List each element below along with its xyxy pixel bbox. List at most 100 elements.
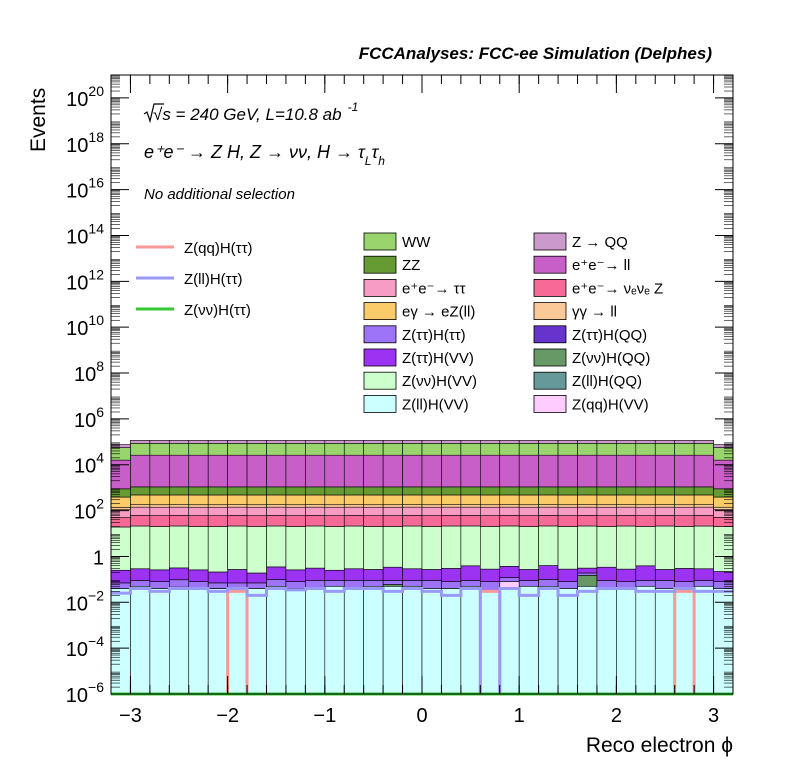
- stack-bar-ztt_htt-11: [325, 580, 344, 586]
- legend-bkg-label: Z(qq)H(VV): [572, 396, 649, 413]
- stack-bar-ztt_hvv-20: [500, 566, 519, 577]
- stack-bar-ee_ll-14: [383, 455, 402, 487]
- stack-bar-zll_hvv-26: [616, 588, 635, 694]
- stack-bar-zll_hvv-20: [500, 588, 519, 694]
- stack-bar-gg_ll-0: [111, 507, 130, 509]
- stack-bar-egamma_eZll-14: [383, 495, 402, 505]
- stack-bar-zz-7: [247, 487, 266, 495]
- stack-bar-egamma_eZll-25: [597, 495, 616, 505]
- stack-bar-zll_hvv-23: [558, 588, 577, 694]
- stack-bar-ee_ll-19: [480, 455, 499, 487]
- legend-bkg-label: Z(ll)H(QQ): [572, 373, 642, 390]
- stack-bar-ztt_htt-24: [578, 573, 597, 575]
- stack-bar-ee_ll-22: [539, 455, 558, 487]
- stack-bar-zvv_hvv-20: [500, 526, 519, 566]
- stack-bar-zz-25: [597, 487, 616, 495]
- stack-bar-z_qq-7: [247, 440, 266, 443]
- stack-bar-zvv_hvv-26: [616, 526, 635, 569]
- stack-bar-zll_hvv-17: [441, 588, 460, 694]
- stack-bar-ztt_hvv-6: [228, 569, 247, 582]
- stack-bar-z_qq-8: [267, 440, 286, 443]
- stack-bar-egamma_eZll-1: [130, 495, 149, 505]
- stack-bar-zll_hvv-21: [519, 586, 538, 694]
- stack-bar-ww-13: [364, 443, 383, 455]
- stack-bar-ee_ll-13: [364, 455, 383, 487]
- stack-bar-z_qq-4: [189, 440, 208, 443]
- stack-bar-zz-26: [616, 487, 635, 495]
- stack-bar-zll_hvv-13: [364, 586, 383, 694]
- stack-bar-ee_ll-28: [655, 455, 674, 487]
- stack-bar-gg_ll-20: [500, 505, 519, 507]
- stack-bar-ee_nunuz-20: [500, 515, 519, 526]
- x-tick-label: 3: [708, 705, 719, 727]
- stack-bar-ww-24: [578, 443, 597, 455]
- stack-bar-ee_ll-21: [519, 455, 538, 487]
- stack-bar-ztt_htt-2: [150, 582, 169, 589]
- stack-bar-ee_tautau-2: [150, 507, 169, 515]
- stack-bar-ee_tautau-24: [578, 507, 597, 515]
- stack-bar-ztt_hvv-9: [286, 570, 305, 582]
- stack-bar-egamma_eZll-6: [228, 495, 247, 505]
- stack-bar-ee_nunuz-26: [616, 515, 635, 526]
- stack-bar-zvv_hvv-17: [441, 526, 460, 568]
- stack-bar-ztt_hvv-12: [344, 569, 363, 581]
- stack-bar-ee_tautau-23: [558, 507, 577, 515]
- stack-bar-ww-11: [325, 443, 344, 455]
- stack-bar-ee_nunuz-16: [422, 516, 441, 527]
- stack-bar-ztt_hvv-5: [208, 572, 227, 583]
- stack-bar-zll_hvv-7: [247, 588, 266, 694]
- stack-bar-ztt_htt-7: [247, 583, 266, 589]
- stack-bar-zll_hvv-11: [325, 586, 344, 694]
- stack-bar-ww-30: [694, 443, 713, 455]
- stack-bar-ee_nunuz-21: [519, 516, 538, 527]
- stack-bar-ww-16: [422, 443, 441, 455]
- stack-bar-ee_nunuz-9: [286, 516, 305, 527]
- stack-bar-zvv_hqq-24: [578, 575, 597, 586]
- stack-bar-egamma_eZll-2: [150, 495, 169, 505]
- stack-bar-ee_tautau-14: [383, 507, 402, 515]
- stack-bar-ztt_htt-3: [169, 580, 188, 587]
- stack-bar-ww-6: [228, 443, 247, 455]
- stack-bar-gg_ll-12: [344, 505, 363, 507]
- stack-bar-gg_ll-31: [714, 507, 733, 509]
- stack-bar-gg_ll-15: [403, 505, 422, 507]
- stack-bar-egamma_eZll-15: [403, 495, 422, 505]
- stack-bar-zvv_hvv-11: [325, 526, 344, 570]
- stack-bar-ee_ll-24: [578, 455, 597, 487]
- stack-bar-egamma_eZll-7: [247, 495, 266, 505]
- stack-bar-z_qq-2: [150, 440, 169, 443]
- legend-bkg-swatch: [534, 303, 566, 320]
- stack-bar-egamma_eZll-11: [325, 495, 344, 505]
- stack-bar-ee_nunuz-5: [208, 516, 227, 527]
- legend-bkg-label: ZZ: [402, 257, 420, 274]
- stack-bar-zll_hvv-4: [189, 588, 208, 694]
- stack-bar-z_qq-12: [344, 440, 363, 443]
- stack-bar-egamma_eZll-9: [286, 495, 305, 505]
- stack-bar-zll_hvv-25: [597, 588, 616, 694]
- stack-bar-zvv_hvv-31: [714, 527, 733, 572]
- stack-bar-ee_nunuz-15: [403, 515, 422, 526]
- legend-bkg-label: e⁺e⁻→ νₑνₑ Z: [572, 280, 663, 297]
- stack-bar-ww-17: [441, 443, 460, 455]
- stack-bar-ee_nunuz-14: [383, 516, 402, 527]
- legend-bkg-label: Z(ττ)H(VV): [402, 350, 474, 367]
- stack-bar-zll_hvv-18: [461, 586, 480, 694]
- stack-bar-ww-25: [597, 443, 616, 455]
- stack-bar-ee_tautau-28: [655, 507, 674, 515]
- x-tick-label: −2: [216, 705, 239, 727]
- stack-bar-zll_hvv-10: [305, 588, 324, 694]
- stack-bar-ee_nunuz-19: [480, 516, 499, 527]
- stack-bar-zll_hvv-5: [208, 588, 227, 694]
- legend-bkg-label: Z(ll)H(VV): [402, 396, 469, 413]
- stack-bar-ee_nunuz-23: [558, 516, 577, 527]
- stack-bar-ztt_htt-20: [500, 578, 519, 582]
- stack-bar-gg_ll-2: [150, 505, 169, 508]
- stack-bar-gg_ll-22: [539, 505, 558, 507]
- stack-bar-zll_hvv-15: [403, 586, 422, 694]
- stack-bar-ee_tautau-30: [694, 507, 713, 515]
- stack-bar-ee_tautau-25: [597, 507, 616, 515]
- stack-bar-zz-11: [325, 487, 344, 495]
- stack-bar-zz-16: [422, 487, 441, 495]
- stack-bar-ztt_htt-8: [267, 579, 286, 586]
- stack-bar-zvv_hvv-5: [208, 527, 227, 572]
